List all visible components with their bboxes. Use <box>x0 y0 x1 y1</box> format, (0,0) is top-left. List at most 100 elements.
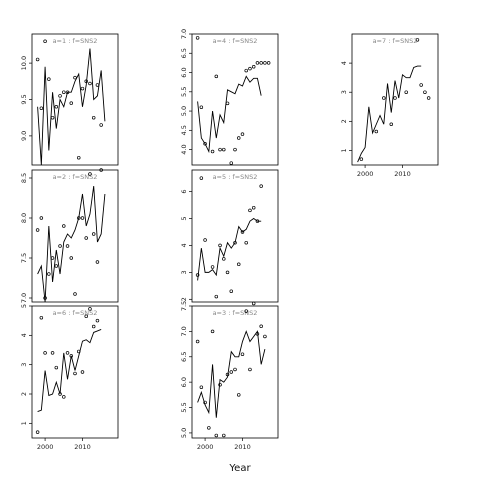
observed-point <box>73 292 77 296</box>
observed-point <box>99 123 103 127</box>
observed-point <box>210 149 215 154</box>
observed-point <box>426 96 431 100</box>
y-tick-label: 8.5 <box>20 173 28 183</box>
panel-label: a=7 : f=SNS2 <box>373 37 418 45</box>
observed-point <box>84 79 88 84</box>
observed-point <box>199 176 204 180</box>
panels-group: a=1 : f=SNS2 9.0 9.5 10.0 a=4 : f=SNS2 4.0 4.5… <box>20 29 439 439</box>
observed-point <box>214 433 219 438</box>
observed-point <box>259 324 263 329</box>
y-tick-label: 6.5 <box>180 48 188 58</box>
observed-point <box>255 61 260 65</box>
observed-point <box>415 38 420 42</box>
observed-point <box>248 66 252 71</box>
panel-2: a=4 : f=SNS2 4.0 4.5 5.0 5.5 6.0 6.5 7.0 <box>180 29 279 166</box>
observed-point <box>62 90 66 94</box>
observed-point <box>91 115 96 120</box>
fitted-line <box>197 217 262 281</box>
y-tick-label: 7.5 <box>180 301 188 311</box>
x-tick-label: 2010 <box>74 443 91 451</box>
observed-point <box>91 324 96 329</box>
observed-point <box>62 395 66 399</box>
observed-point <box>359 157 364 161</box>
y-tick-label: 6.0 <box>180 67 188 77</box>
y-tick-label: 5.0 <box>180 428 188 438</box>
observed-point <box>43 39 47 44</box>
observed-point <box>47 77 51 81</box>
observed-point <box>54 105 59 109</box>
observed-point <box>240 230 245 234</box>
observed-point <box>210 329 215 334</box>
observed-point <box>240 132 245 136</box>
panel-label: a=2 : f=SNS2 <box>53 173 98 181</box>
fitted-line <box>37 185 106 303</box>
observed-point <box>233 147 237 152</box>
observed-point <box>251 205 256 210</box>
fitted-line <box>197 330 266 418</box>
observed-point <box>423 90 427 94</box>
fitted-line <box>357 65 422 163</box>
observed-point <box>210 265 215 269</box>
observed-point <box>58 392 62 396</box>
observed-point <box>91 232 96 236</box>
observed-point <box>88 307 92 311</box>
observed-point <box>244 68 248 73</box>
observed-point <box>73 75 77 80</box>
x-tick-label: 2000 <box>357 170 374 178</box>
observed-point <box>229 161 234 165</box>
observed-point <box>76 155 81 160</box>
observed-point <box>248 367 252 372</box>
panel-1: a=1 : f=SNS2 9.0 9.5 10.0 <box>20 33 119 166</box>
observed-point <box>39 106 44 110</box>
observed-point <box>244 309 248 313</box>
y-tick-label: 10.0 <box>20 56 28 70</box>
y-tick-label: 4.5 <box>180 125 188 135</box>
y-tick-label: 6.5 <box>180 352 188 362</box>
observed-point <box>39 216 44 220</box>
observed-point <box>255 219 260 223</box>
observed-point <box>195 273 200 277</box>
panel-frame <box>191 305 279 439</box>
observed-point <box>195 36 200 40</box>
observed-point <box>69 354 74 358</box>
observed-point <box>389 122 394 126</box>
observed-point <box>199 385 204 389</box>
observed-point <box>54 365 59 370</box>
y-tick-label: 3 <box>340 90 348 94</box>
observed-point <box>233 240 237 245</box>
observed-point <box>225 372 230 377</box>
observed-point <box>80 216 85 220</box>
y-tick-label: 9.0 <box>20 131 28 141</box>
panel-label: a=6 : f=SNS2 <box>53 309 98 317</box>
y-tick-label: 3 <box>180 270 188 274</box>
observed-point <box>214 294 219 299</box>
observed-point <box>229 289 234 293</box>
observed-point <box>58 244 62 248</box>
observed-point <box>73 371 77 376</box>
panel-7: a=3 : f=SNS2 5.0 5.5 6.0 6.5 7.0 7.5 <box>180 301 279 439</box>
y-tick-label: 4 <box>20 333 28 337</box>
observed-point <box>203 400 207 405</box>
observed-point <box>255 332 260 336</box>
panel-label: a=4 : f=SNS2 <box>213 37 258 45</box>
x-tick-label: 2000 <box>37 443 54 451</box>
observed-point <box>65 90 70 94</box>
observed-point <box>43 351 47 355</box>
fitted-line <box>37 329 102 413</box>
panel-5: a=5 : f=SNS2 2 3 4 5 6 <box>180 169 279 303</box>
observed-point <box>65 244 70 248</box>
observed-point <box>382 96 386 100</box>
observed-point <box>35 430 40 434</box>
observed-point <box>50 256 55 260</box>
y-tick-label: 8.0 <box>20 213 28 223</box>
y-tick-label: 2 <box>340 119 348 123</box>
observed-point <box>222 433 226 438</box>
panel-frame <box>351 33 439 166</box>
observed-point <box>263 334 267 339</box>
x-tick-label: 2000 <box>197 443 214 451</box>
observed-point <box>263 61 267 65</box>
panel-3: a=7 : f=SNS2 1 2 3 4 <box>340 33 439 166</box>
fitted-line <box>197 75 262 154</box>
y-tick-label: 5.5 <box>180 87 188 97</box>
panel-frame <box>191 169 279 303</box>
